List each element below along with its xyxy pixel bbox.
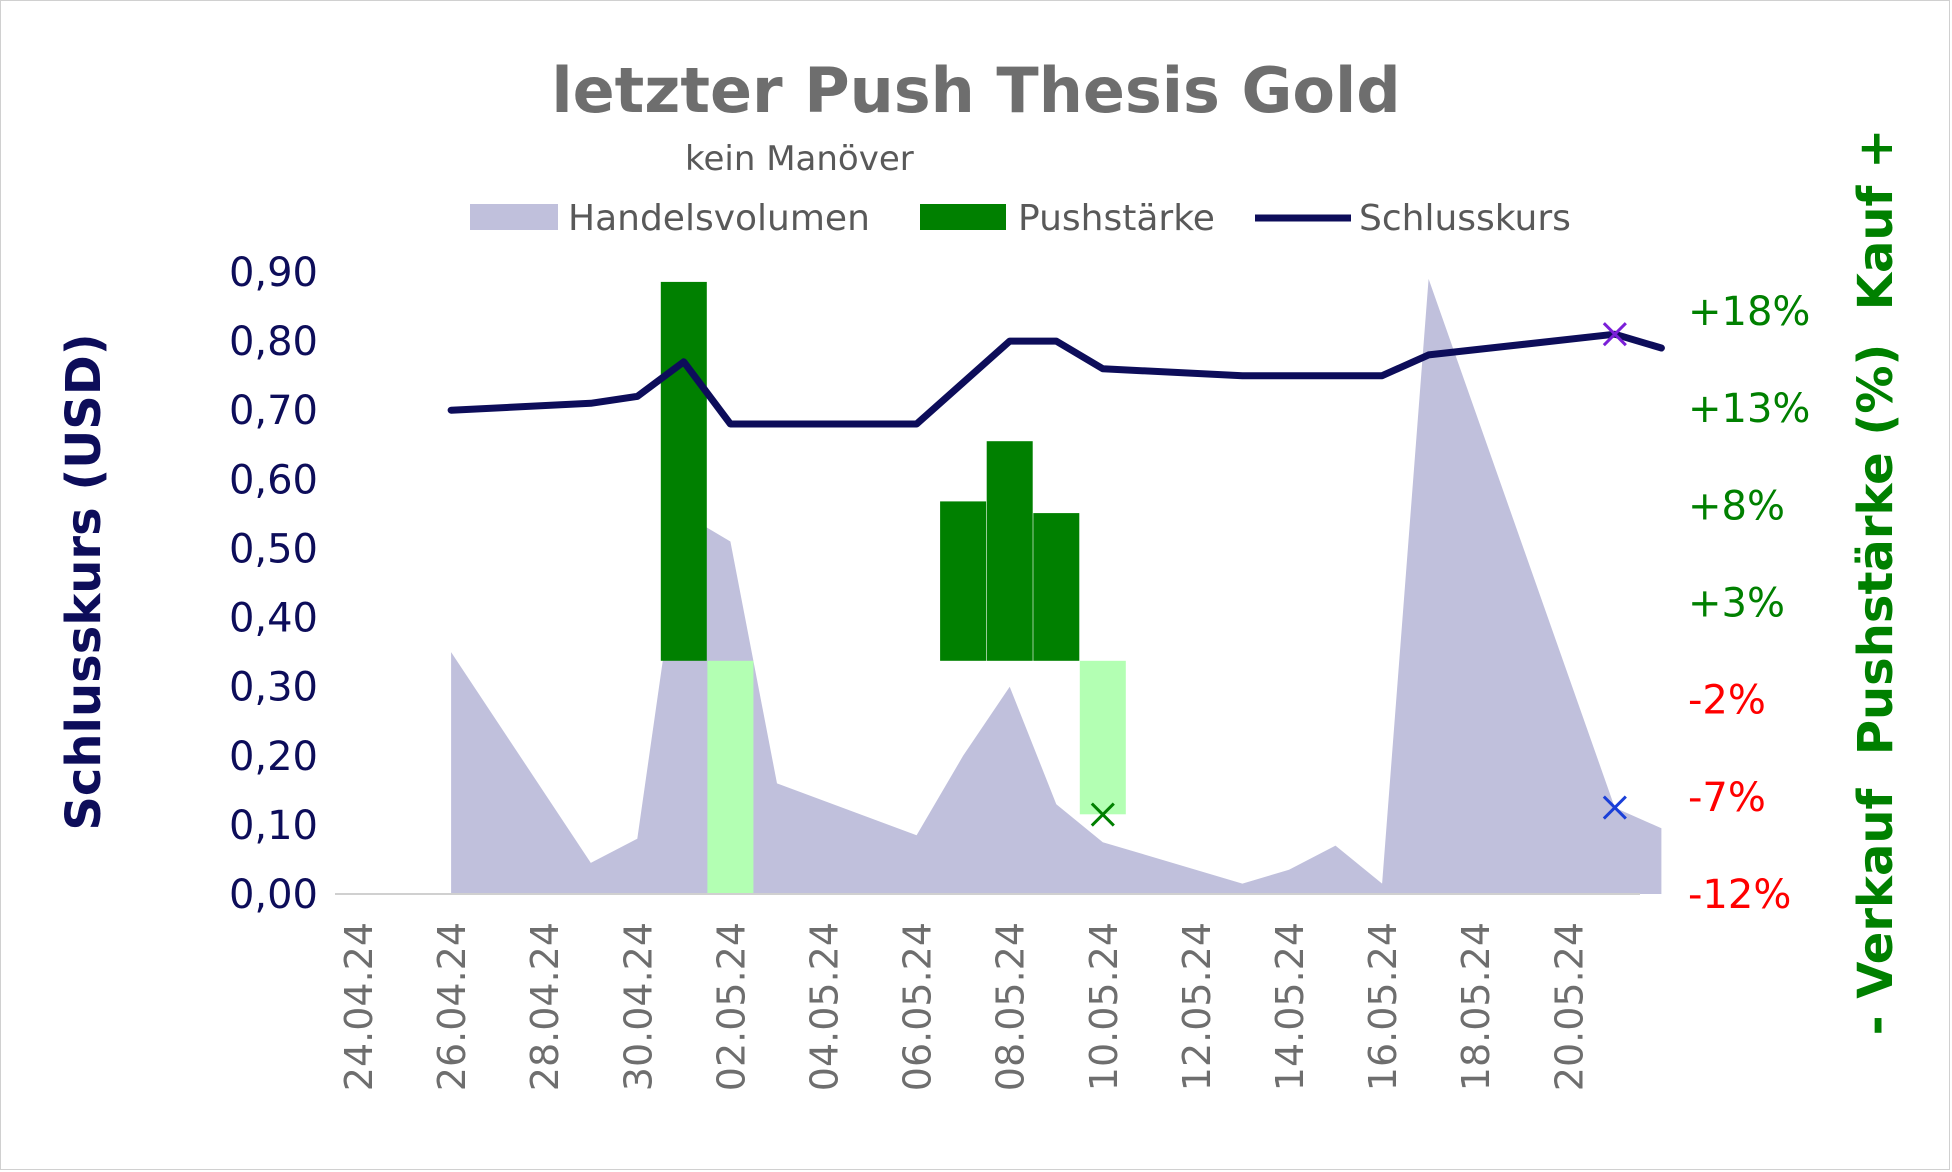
marker-0-stroke-b [1090,802,1115,827]
y-right-tick-1: +13% [1688,386,1810,432]
x-tick-12: 18.05.24 [1454,922,1498,1091]
chart-title: letzter Push Thesis Gold [551,54,1400,127]
x-tick-11: 16.05.24 [1361,922,1405,1091]
x-axis: 24.04.24 26.04.24 28.04.24 30.04.24 02.05.24… [337,922,1591,1091]
x-tick-3: 30.04.24 [616,922,660,1091]
y-left-axis: 0,00 0,10 0,20 0,30 0,40 0,50 0,60 0,70 0,80 0,90 [229,250,318,918]
y-left-tick-0: 0,00 [229,872,318,918]
y-right-axis: +18% +13% +8% +3% -2% -7% -12% [1688,289,1810,918]
x-tick-6: 06.05.24 [896,922,940,1091]
marker-1-stroke-b [1602,322,1627,347]
x-tick-5: 04.05.24 [803,922,847,1091]
markers-layer [1090,322,1627,827]
y-left-axis-title: Schlusskurs (USD) [56,333,112,830]
push-bar-5 [1079,660,1126,815]
legend-label-1: Pushstärke [1018,198,1215,239]
y-left-tick-7: 0,70 [229,388,318,434]
legend-label-0: Handelsvolumen [568,198,870,239]
y-left-tick-6: 0,60 [229,457,318,503]
y-right-tick-4: -2% [1688,678,1766,724]
x-tick-13: 20.05.24 [1547,922,1591,1091]
x-tick-2: 28.04.24 [523,922,567,1091]
chart-subtitle: kein Manöver [685,139,914,179]
x-tick-9: 12.05.24 [1175,922,1219,1091]
push-bar-0 [660,281,707,661]
marker-1 [1602,322,1627,347]
y-right-tick-0: +18% [1688,289,1810,335]
y-left-tick-4: 0,40 [229,596,318,642]
y-left-tick-8: 0,80 [229,319,318,365]
marker-2-stroke-b [1602,795,1627,820]
volume-area [451,278,1662,894]
x-tick-1: 26.04.24 [430,922,474,1091]
volume-area-layer [451,278,1662,894]
y-left-tick-3: 0,30 [229,665,318,711]
y-left-tick-2: 0,20 [229,734,318,780]
legend-swatch-volume [470,204,558,230]
x-tick-7: 08.05.24 [989,922,1033,1091]
x-tick-0: 24.04.24 [337,922,381,1091]
y-right-tick-5: -7% [1688,775,1766,821]
y-right-tick-2: +8% [1688,483,1785,529]
y-right-tick-3: +3% [1688,581,1785,627]
push-bars-layer [660,281,1126,894]
x-tick-8: 10.05.24 [1082,922,1126,1091]
legend-label-2: Schlusskurs [1359,198,1571,239]
y-right-axis-title: - Verkauf Pushstärke (%) Kauf + [1848,129,1904,1036]
y-left-tick-9: 0,90 [229,250,318,296]
push-bar-4 [1033,513,1080,661]
marker-0 [1090,802,1115,827]
x-tick-10: 14.05.24 [1268,922,1312,1091]
legend-swatch-push [920,204,1006,230]
push-bar-2 [940,501,987,661]
push-bar-3 [986,441,1033,661]
marker-2 [1602,795,1627,820]
close-line-layer [447,330,1665,428]
push-bar-1 [707,660,754,894]
y-right-tick-6: -12% [1688,872,1791,918]
legend: Handelsvolumen Pushstärke Schlusskurs [470,198,1571,239]
x-tick-4: 02.05.24 [709,922,753,1091]
y-left-tick-1: 0,10 [229,803,318,849]
close-line [447,330,1665,428]
y-left-tick-5: 0,50 [229,526,318,572]
